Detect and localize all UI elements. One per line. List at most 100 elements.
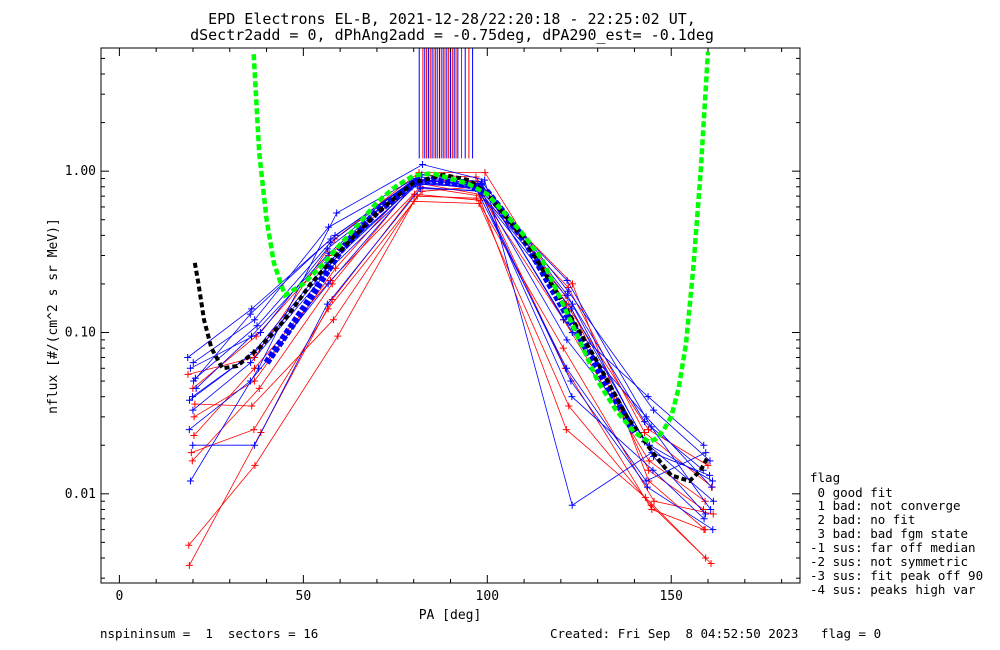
blue-point	[478, 178, 486, 186]
blue-point	[707, 505, 715, 513]
blue-point	[706, 471, 714, 479]
blue-point	[709, 477, 717, 485]
legend-item: 2 bad: no fit	[810, 512, 915, 527]
red-point	[190, 413, 198, 421]
blue-point	[324, 280, 332, 288]
legend-item: -2 sus: not symmetric	[810, 554, 968, 569]
red-point	[188, 457, 196, 465]
blue-point	[251, 316, 259, 324]
blue-point	[323, 300, 331, 308]
blue-point	[649, 466, 657, 474]
blue-point	[567, 305, 575, 313]
chart-title-line2: dSectr2add = 0, dPhAng2add = -0.75deg, d…	[190, 26, 714, 44]
y-tick-label: 0.01	[65, 487, 96, 502]
blue-point	[189, 441, 197, 449]
blue-point	[251, 441, 259, 449]
blue-curve	[195, 180, 704, 446]
red-point	[185, 561, 193, 569]
red-point	[704, 461, 712, 469]
blue-point	[248, 332, 256, 340]
blue-point	[701, 510, 709, 518]
blue-point	[248, 305, 256, 313]
blue-point	[257, 328, 265, 336]
red-point	[334, 332, 342, 340]
red-point	[641, 428, 649, 436]
red-point	[250, 426, 258, 434]
footer-right: Created: Fri Sep 8 04:52:50 2023 flag = …	[550, 626, 881, 641]
legend-item: 0 good fit	[810, 485, 893, 500]
x-tick-label: 100	[476, 589, 499, 604]
red-point	[565, 402, 573, 410]
red-point	[410, 190, 418, 198]
y-tick-label: 0.10	[65, 325, 96, 340]
red-point	[562, 426, 570, 434]
chart-title-line1: EPD Electrons EL-B, 2021-12-28/22:20:18 …	[208, 10, 696, 28]
red-curve	[193, 186, 706, 502]
blue-curve	[192, 183, 706, 482]
red-point	[248, 402, 256, 410]
blue-point	[708, 483, 716, 491]
red-point	[190, 431, 198, 439]
blue-point	[564, 287, 572, 295]
x-tick-label: 150	[659, 589, 682, 604]
red-point	[324, 305, 332, 313]
blue-point	[563, 364, 571, 372]
black-fit-curve	[192, 172, 710, 484]
red-point	[472, 194, 480, 202]
blue-curve	[190, 164, 710, 506]
flag-legend: flag 0 good fit 1 bad: not converge 2 ba…	[810, 470, 983, 597]
red-point	[191, 400, 199, 408]
blue-point	[700, 441, 708, 449]
footer-left: nspininsum = 1 sectors = 16	[100, 626, 318, 641]
red-point	[329, 316, 337, 324]
blue-point	[184, 353, 192, 361]
blue-point	[331, 231, 339, 239]
blue-point	[642, 413, 650, 421]
red-point	[645, 457, 653, 465]
blue-point	[246, 310, 254, 318]
blue-point	[189, 359, 197, 367]
blue-point	[325, 223, 333, 231]
legend-item: -3 sus: fit peak off 90	[810, 568, 983, 583]
red-point	[559, 344, 567, 352]
blue-point	[253, 322, 261, 330]
blue-point	[189, 406, 197, 414]
legend-item: 3 bad: bad fgm state	[810, 526, 968, 541]
legend-title: flag	[810, 470, 840, 485]
blue-point	[568, 393, 576, 401]
red-point	[481, 169, 489, 177]
red-point	[568, 280, 576, 288]
blue-point	[247, 359, 255, 367]
legend-item: -1 sus: far off median	[810, 540, 976, 555]
blue-point	[192, 384, 200, 392]
blue-point	[650, 406, 658, 414]
blue-point	[481, 176, 489, 184]
red-point	[184, 370, 192, 378]
red-point	[641, 493, 649, 501]
plot-area	[184, 48, 717, 569]
blue-point	[702, 449, 710, 457]
red-point	[707, 559, 715, 567]
red-curve	[188, 193, 712, 566]
blue-point	[563, 336, 571, 344]
x-tick-label: 50	[296, 589, 312, 604]
blue-point	[641, 418, 649, 426]
y-tick-label: 1.00	[65, 164, 96, 179]
blue-point	[419, 160, 427, 168]
blue-point	[642, 477, 650, 485]
red-point	[251, 461, 259, 469]
blue-curve	[192, 182, 706, 515]
red-curve	[188, 200, 706, 559]
blue-point	[185, 426, 193, 434]
red-point	[255, 384, 263, 392]
legend-item: 1 bad: not converge	[810, 498, 961, 513]
blue-point	[709, 526, 717, 534]
red-point	[185, 541, 193, 549]
blue-point	[246, 377, 254, 385]
x-axis-label: PA [deg]	[419, 608, 482, 623]
blue-point	[416, 185, 424, 193]
blue-point	[186, 396, 194, 404]
axes: 0 50 100 150 0.01 0.10 1.00	[65, 48, 800, 604]
green-fit-curve	[251, 51, 711, 445]
